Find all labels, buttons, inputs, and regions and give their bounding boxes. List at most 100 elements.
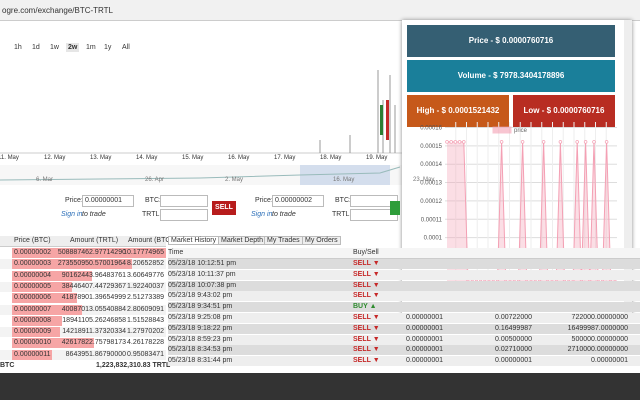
x-tick-label: 12. May (44, 155, 66, 161)
depth-bar (12, 281, 72, 292)
trade-side: SELL ▼ (353, 281, 380, 289)
price-input[interactable]: 0.00000002 (272, 195, 324, 207)
y-tick-label: 0.00016 (420, 126, 442, 132)
book-cell: 0.00000002 (14, 249, 51, 256)
btc-input[interactable] (160, 195, 208, 207)
legend-label: price (514, 128, 528, 134)
book-cell: 1.51528843 (127, 316, 164, 324)
url[interactable]: ogre.com/exchange/BTC-TRTL (2, 6, 114, 15)
book-cell: 14218911.37320334 (62, 328, 126, 336)
history-row-bg (168, 269, 640, 280)
book-total-left: BTC (0, 362, 15, 369)
history-tab[interactable]: Market History (168, 236, 220, 245)
price-box: Price - $ 0.0000760716 (407, 25, 615, 57)
trade-time: 05/23/18 10:07:38 pm (168, 281, 237, 289)
depth-bar (12, 349, 52, 360)
book-header: Amount (TRTL) (70, 237, 119, 244)
depth-bar (12, 293, 77, 304)
book-cell: 42617822.75798173 (61, 339, 126, 347)
price-point (445, 140, 449, 144)
range-button[interactable]: 1w (50, 44, 59, 51)
sell-button[interactable]: SELL (212, 201, 236, 215)
book-cell: 3.60649776 (127, 271, 164, 279)
x-tick-label: 14. May (136, 155, 158, 161)
history-row-bg (168, 259, 640, 269)
trade-cell: 0.00722000 (495, 314, 532, 321)
trtl-input[interactable] (160, 209, 208, 221)
trade-cell: 500000.00000000 (571, 335, 628, 343)
price-point (457, 140, 462, 144)
trade-cell: 0.00000001 (495, 357, 532, 365)
trade-side: SELL ▼ (353, 324, 380, 332)
trade-cell: 0.00000001 (406, 335, 443, 343)
book-cell: 0.00000005 (14, 282, 51, 290)
range-button[interactable]: 2w (66, 43, 80, 52)
book-cell: 38446407.44729367 (61, 282, 126, 290)
price-point (575, 140, 579, 144)
history-row-bg (168, 345, 640, 356)
navigator-label: 26. Apr (145, 177, 165, 183)
depth-bar (12, 327, 60, 338)
navigator-label: 6. Mar (36, 177, 54, 183)
price-point (499, 140, 504, 144)
book-row-bg (0, 327, 166, 338)
book-cell: 4.26178228 (127, 339, 164, 347)
price-input[interactable]: 0.00000001 (82, 195, 134, 207)
history-row-bg (168, 323, 640, 334)
price-point (558, 140, 563, 144)
book-cell: 1.92240037 (127, 282, 164, 290)
book-cell: 8643951.86790000 (65, 350, 126, 358)
history-row-bg (168, 334, 640, 345)
book-header: Price (BTC) (14, 237, 51, 244)
x-tick-label: 13. May (90, 155, 112, 161)
to-trade: to trade (272, 211, 296, 218)
sign-in-link[interactable]: Sign in (61, 211, 83, 218)
y-tick-label: 0.0001 (424, 236, 443, 242)
trade-cell: 0.00000001 (406, 346, 443, 354)
book-cell: 0.95083471 (127, 350, 164, 358)
y-tick-label: 0.00015 (420, 144, 442, 150)
trade-time: 05/23/18 9:34:51 pm (168, 303, 233, 311)
trade-side: SELL ▼ (353, 314, 380, 321)
x-tick-label: 17. May (274, 155, 296, 161)
range-button[interactable]: 1m (86, 44, 96, 51)
range-button[interactable]: 1h (14, 44, 22, 51)
x-tick-label: 19. May (366, 155, 388, 161)
history-row-bg (168, 302, 640, 313)
book-total: 1,223,832,310.83 TRTL (96, 362, 171, 369)
trade-side: SELL ▼ (353, 346, 380, 354)
book-cell: 0.00000008 (14, 316, 51, 324)
x-tick-label: 15. May (182, 155, 204, 161)
address-bar (0, 0, 640, 21)
y-tick-label: 0.00014 (420, 162, 442, 168)
range-button[interactable]: All (122, 44, 130, 51)
status-bar (0, 373, 640, 400)
history-row-bg (168, 280, 640, 291)
range-button[interactable]: 1y (104, 44, 112, 51)
low-box: Low - $ 0.0000760716 (513, 95, 615, 127)
trade-cell: 0.16499987 (495, 324, 532, 332)
legend-swatch (492, 126, 512, 134)
trade-cell: 0.00000001 (406, 324, 443, 332)
book-row-bg (0, 281, 166, 292)
trade-side: BUY ▲ (353, 303, 377, 311)
trtl-input[interactable] (350, 209, 398, 221)
range-button[interactable]: 1d (32, 44, 40, 51)
book-cell: 0.00000006 (14, 294, 51, 302)
history-tab[interactable]: My Orders (302, 236, 341, 245)
btc-label: BTC: (145, 197, 161, 204)
navigator-label: 23. May (413, 177, 435, 183)
book-cell: 90162443.96483761 (61, 271, 126, 279)
history-tab[interactable]: My Trades (264, 236, 303, 245)
book-row-bg (0, 293, 166, 304)
history-row-bg (168, 291, 640, 302)
trade-side: SELL ▼ (353, 357, 380, 365)
sign-in-link[interactable]: Sign in (251, 211, 273, 218)
depth-bar (12, 315, 62, 326)
history-tab[interactable]: Market Depth (218, 236, 267, 245)
buy-button[interactable] (390, 201, 400, 215)
history-row-bg (168, 356, 640, 367)
trade-time: 05/23/18 8:31:44 pm (168, 357, 233, 365)
trade-side: SELL ▼ (353, 335, 380, 343)
